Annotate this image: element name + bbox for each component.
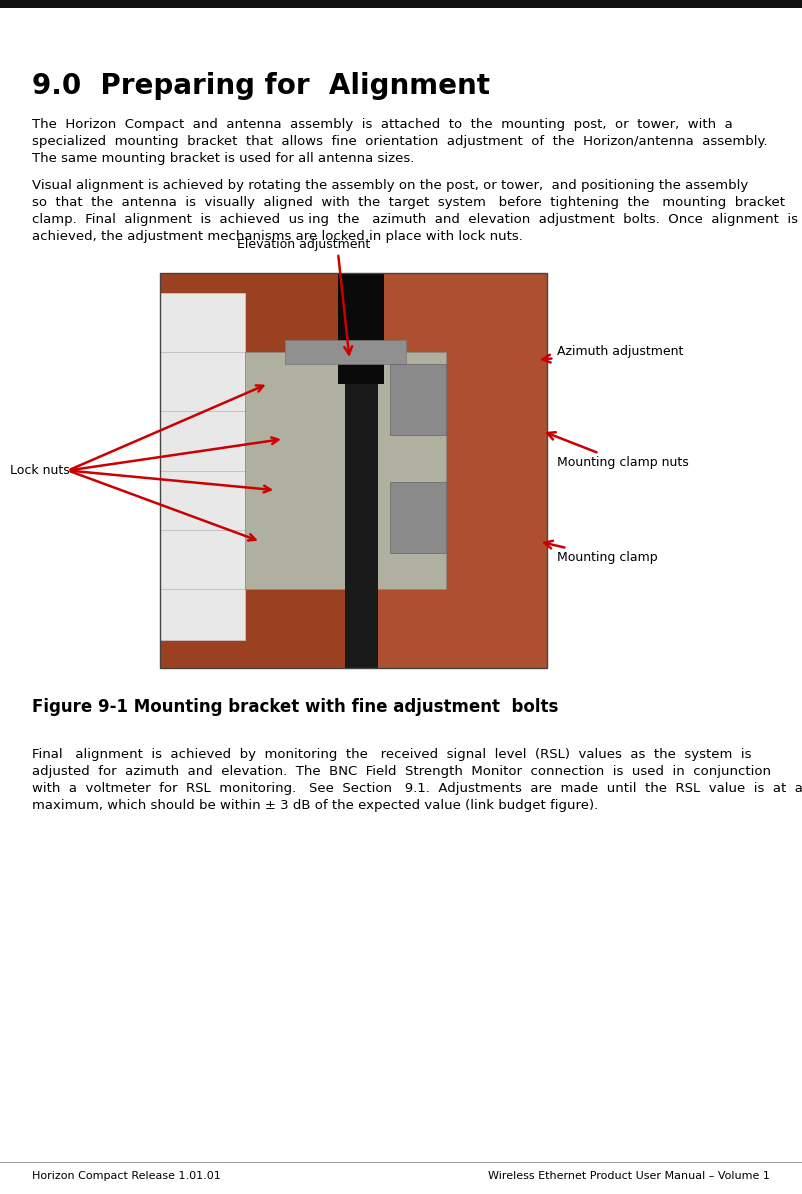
Text: Mounting clamp nuts: Mounting clamp nuts <box>547 432 689 469</box>
Text: Figure 9-1 Mounting bracket with fine adjustment  bolts: Figure 9-1 Mounting bracket with fine ad… <box>32 698 558 716</box>
Text: Wireless Ethernet Product User Manual – Volume 1: Wireless Ethernet Product User Manual – … <box>488 1171 770 1181</box>
Bar <box>160 273 547 667</box>
Text: The same mounting bracket is used for all antenna sizes.: The same mounting bracket is used for al… <box>32 152 415 165</box>
Text: Visual alignment is achieved by rotating the assembly on the post, or tower,  an: Visual alignment is achieved by rotating… <box>32 179 748 192</box>
Text: achieved, the adjustment mechanisms are locked in place with lock nuts.: achieved, the adjustment mechanisms are … <box>32 230 523 244</box>
Text: maximum, which should be within ± 3 dB of the expected value (link budget figure: maximum, which should be within ± 3 dB o… <box>32 799 598 812</box>
Bar <box>338 273 384 383</box>
Text: specialized  mounting  bracket  that  allows  fine  orientation  adjustment  of : specialized mounting bracket that allows… <box>32 135 768 148</box>
Bar <box>390 482 447 554</box>
Text: adjusted  for  azimuth  and  elevation.  The  BNC  Field  Strength  Monitor  con: adjusted for azimuth and elevation. The … <box>32 765 771 778</box>
Bar <box>160 273 547 667</box>
Bar <box>390 364 447 435</box>
Text: clamp.  Final  alignment  is  achieved  us ing  the   azimuth  and  elevation  a: clamp. Final alignment is achieved us in… <box>32 213 798 226</box>
Text: so  that  the  antenna  is  visually  aligned  with  the  target  system   befor: so that the antenna is visually aligned … <box>32 196 785 209</box>
Bar <box>345 273 378 667</box>
Text: Azimuth adjustment: Azimuth adjustment <box>542 345 683 363</box>
Text: Elevation adjustment: Elevation adjustment <box>237 238 370 251</box>
Text: Mounting clamp: Mounting clamp <box>545 541 658 564</box>
Text: The  Horizon  Compact  and  antenna  assembly  is  attached  to  the  mounting  : The Horizon Compact and antenna assembly… <box>32 118 733 131</box>
Text: with  a  voltmeter  for  RSL  monitoring.   See  Section   9.1.  Adjustments  ar: with a voltmeter for RSL monitoring. See… <box>32 782 802 795</box>
Text: Horizon Compact Release 1.01.01: Horizon Compact Release 1.01.01 <box>32 1171 221 1181</box>
Bar <box>286 340 406 364</box>
Bar <box>354 273 547 667</box>
Bar <box>245 352 447 589</box>
Bar <box>0 0 802 8</box>
Bar <box>160 293 245 640</box>
Text: Lock nuts: Lock nuts <box>10 464 70 476</box>
Text: 9.0  Preparing for  Alignment: 9.0 Preparing for Alignment <box>32 72 490 100</box>
Text: Final   alignment  is  achieved  by  monitoring  the   received  signal  level  : Final alignment is achieved by monitorin… <box>32 747 751 761</box>
